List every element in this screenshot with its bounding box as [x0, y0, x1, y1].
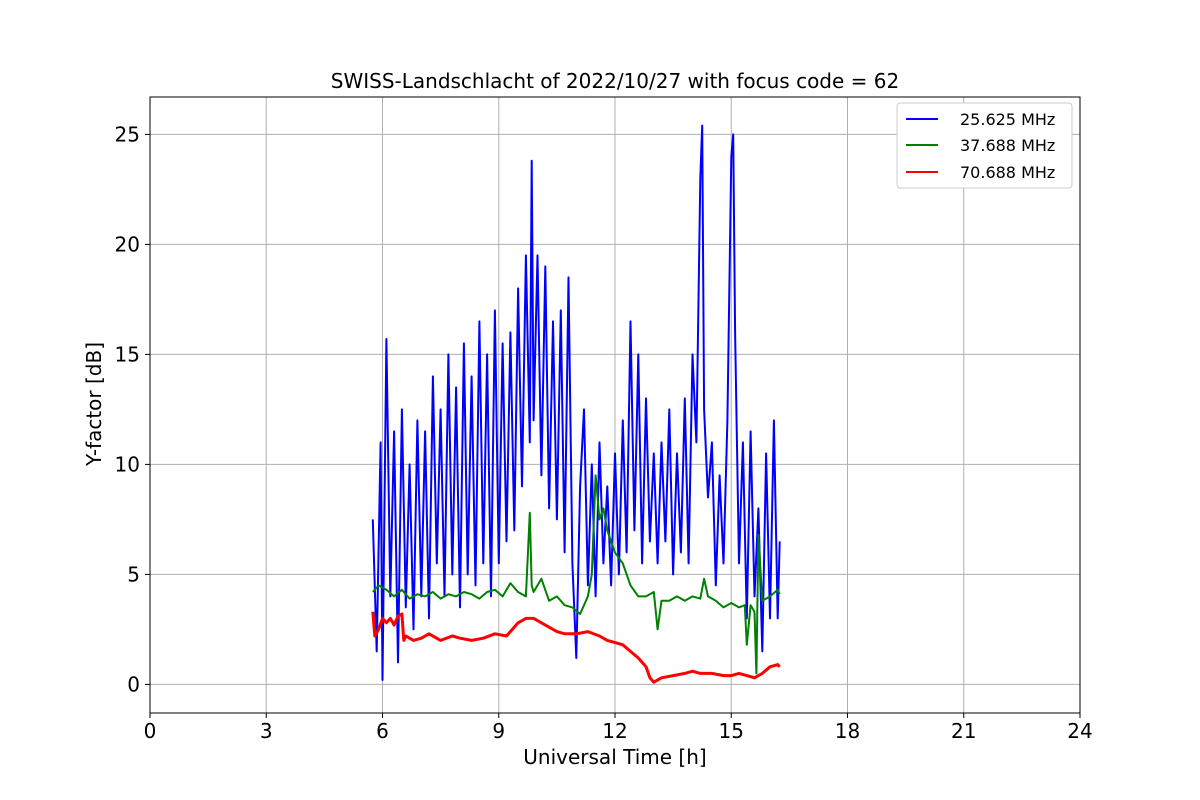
chart-title: SWISS-Landschlacht of 2022/10/27 with fo… — [331, 69, 899, 93]
x-tick-label: 3 — [260, 719, 273, 743]
grid — [149, 97, 1081, 713]
legend-label-70-688: 70.688 MHz — [960, 163, 1055, 182]
x-tick-label: 18 — [835, 719, 860, 743]
x-tick-label: 6 — [376, 719, 389, 743]
x-tick-label: 12 — [602, 719, 627, 743]
x-axis-ticks: 0 3 6 9 12 15 18 21 24 — [144, 713, 1093, 743]
series-line-25-625-mhz — [371, 124, 781, 681]
legend-entry-70-688: 70.688 MHz — [906, 163, 1055, 182]
x-tick-label: 0 — [144, 719, 157, 743]
x-axis-label: Universal Time [h] — [523, 745, 706, 769]
legend: 25.625 MHz 37.688 MHz 70.688 MHz — [896, 102, 1073, 189]
y-tick-label: 25 — [115, 122, 140, 146]
legend-label-37-688: 37.688 MHz — [960, 136, 1055, 155]
legend-box — [896, 102, 1073, 189]
series-lines — [371, 124, 781, 684]
y-axis-label: Y-factor [dB] — [82, 342, 106, 467]
x-tick-label: 21 — [951, 719, 976, 743]
y-tick-label: 5 — [127, 562, 140, 586]
x-tick-label: 24 — [1067, 719, 1092, 743]
legend-entry-37-688: 37.688 MHz — [906, 136, 1055, 155]
legend-entry-25-625: 25.625 MHz — [906, 110, 1055, 129]
y-tick-label: 0 — [127, 672, 140, 696]
series-line-70-688-mhz — [371, 611, 781, 684]
y-tick-label: 15 — [115, 342, 140, 366]
y-tick-label: 20 — [115, 232, 140, 256]
legend-label-25-625: 25.625 MHz — [960, 110, 1055, 129]
y-tick-label: 10 — [115, 452, 140, 476]
y-axis-ticks: 0 5 10 15 20 25 — [115, 122, 150, 696]
series-line-37-688-mhz — [372, 474, 781, 675]
x-tick-label: 9 — [492, 719, 505, 743]
x-tick-label: 15 — [719, 719, 744, 743]
